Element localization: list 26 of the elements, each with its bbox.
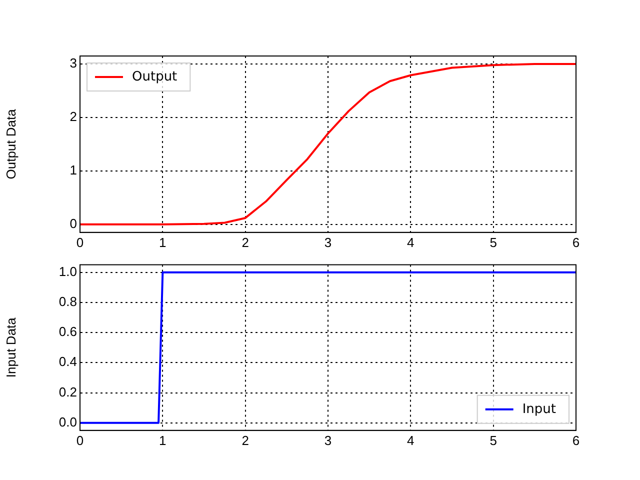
x-tick-label: 4 [407,234,414,250]
x-tick-label: 2 [242,432,249,448]
y-tick-label: 1.0 [58,264,77,279]
x-tick-label: 6 [572,432,580,448]
y-tick-label: 1 [70,162,77,178]
x-tick-label: 3 [324,432,332,448]
y-tick-label: 0.6 [58,324,77,340]
x-tick-label: 1 [159,234,166,250]
x-tick-label: 1 [159,432,166,448]
y-axis-title: Input Data [3,316,18,378]
x-tick-label: 6 [572,234,580,250]
y-tick-label: 0 [70,216,77,231]
legend-label: Input [522,402,556,417]
x-tick-label: 2 [242,234,249,250]
x-tick-label: 4 [407,432,414,448]
x-tick-label: 3 [324,234,332,250]
x-tick-label: 5 [490,234,497,250]
y-tick-label: 2 [70,109,77,124]
y-tick-label: 0.4 [58,354,77,370]
y-tick-label: 0.8 [58,294,77,310]
legend-label: Output [132,69,178,84]
y-tick-label: 3 [70,56,77,71]
x-tick-label: 5 [490,432,497,448]
y-tick-label: 0.0 [58,414,77,430]
y-tick-label: 0.2 [58,384,77,400]
y-axis-title: Output Data [3,108,18,180]
